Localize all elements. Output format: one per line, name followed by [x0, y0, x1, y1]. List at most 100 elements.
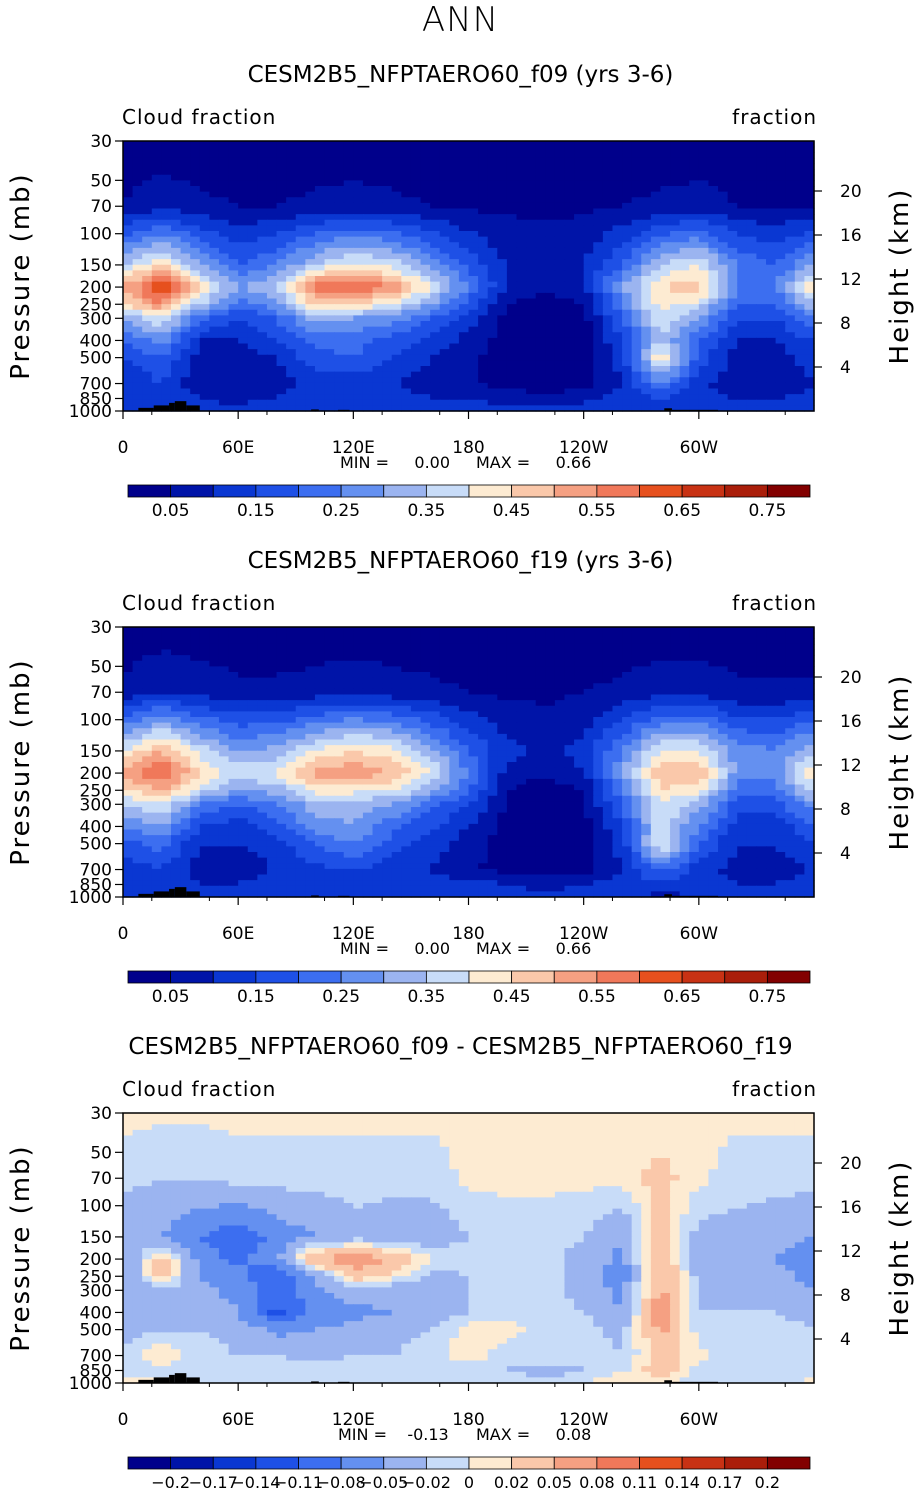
contour-cell: [602, 677, 614, 684]
contour-cell: [180, 253, 191, 260]
contour-cell: [391, 632, 402, 639]
contour-cell: [746, 146, 758, 153]
contour-cell: [756, 354, 767, 361]
contour-cell: [430, 354, 441, 361]
contour-cell: [785, 728, 796, 735]
contour-cell: [794, 264, 806, 271]
contour-cell: [276, 394, 287, 401]
contour-cell: [631, 225, 642, 232]
contour-cell: [238, 705, 249, 712]
contour-cell: [458, 236, 470, 243]
contour-cell: [593, 141, 604, 148]
contour-cell: [314, 672, 326, 679]
contour-cell: [180, 259, 191, 266]
contour-cell: [689, 197, 700, 204]
contour-cell: [266, 649, 278, 656]
contour-cell: [142, 632, 153, 639]
contour-cell: [295, 304, 306, 311]
contour-cell: [497, 292, 508, 300]
contour-cell: [583, 202, 594, 210]
x-tick-label: 60E: [222, 438, 254, 458]
pressure-tick-label: 150: [80, 256, 112, 276]
contour-cell: [746, 304, 758, 311]
contour-cell: [746, 231, 758, 238]
contour-cell: [209, 180, 220, 187]
contour-cell: [305, 332, 316, 339]
contour-cell: [142, 281, 153, 288]
contour-cell: [698, 292, 710, 300]
contour-cell: [612, 655, 623, 662]
contour-cell: [794, 722, 806, 729]
contour-cell: [794, 231, 806, 238]
contour-cell: [478, 332, 489, 339]
contour-cell: [641, 349, 652, 356]
contour-cell: [631, 638, 642, 645]
contour-cell: [487, 649, 498, 656]
contour-cell: [641, 405, 652, 412]
contour-cell: [727, 242, 738, 249]
contour-cell: [190, 309, 201, 316]
contour-cell: [430, 208, 441, 215]
contour-cell: [343, 700, 354, 707]
contour-cell: [257, 349, 268, 356]
contour-cell: [478, 202, 489, 210]
contour-cell: [468, 354, 479, 361]
contour-cell: [804, 236, 815, 243]
contour-cell: [545, 694, 556, 701]
contour-cell: [698, 146, 710, 153]
contour-cell: [545, 377, 556, 384]
contour-cell: [785, 677, 796, 684]
contour-cell: [238, 259, 249, 266]
contour-cell: [535, 700, 546, 707]
contour-cell: [689, 146, 700, 153]
contour-cell: [420, 264, 431, 271]
contour-cell: [305, 700, 316, 707]
contour-cell: [670, 643, 681, 651]
terrain-mask: [174, 401, 187, 411]
contour-cell: [756, 326, 767, 333]
contour-cell: [631, 694, 642, 701]
contour-cell: [142, 253, 153, 260]
contour-cell: [670, 337, 681, 345]
contour-cell: [545, 332, 556, 339]
contour-cell: [506, 309, 518, 316]
contour-cell: [708, 660, 719, 667]
contour-cell: [727, 349, 738, 356]
contour-cell: [420, 309, 431, 316]
contour-cell: [785, 326, 796, 333]
panel-2-units-label: fraction: [732, 591, 817, 615]
contour-cell: [439, 197, 450, 204]
contour-cell: [679, 382, 690, 390]
contour-cell: [737, 643, 748, 651]
contour-cell: [391, 638, 402, 645]
contour-cell: [564, 298, 575, 305]
contour-cell: [506, 242, 518, 249]
contour-cell: [708, 264, 719, 271]
contour-cell: [123, 728, 134, 735]
contour-cell: [785, 180, 796, 187]
contour-cell: [410, 281, 422, 288]
contour-cell: [689, 399, 700, 406]
contour-cell: [372, 366, 383, 373]
contour-cell: [353, 722, 364, 729]
contour-cell: [766, 309, 777, 316]
contour-cell: [775, 186, 786, 193]
contour-cell: [180, 157, 191, 165]
contour-cell: [756, 632, 767, 639]
contour-cell: [420, 242, 431, 249]
contour-cell: [583, 660, 594, 667]
contour-cell: [276, 700, 287, 707]
contour-cell: [228, 649, 239, 656]
contour-cell: [286, 326, 297, 333]
contour-cell: [401, 343, 412, 350]
contour-cell: [593, 683, 604, 690]
contour-cell: [766, 688, 777, 696]
contour-cell: [334, 733, 345, 741]
contour-cell: [238, 298, 249, 305]
contour-cell: [151, 332, 162, 339]
contour-cell: [506, 214, 518, 221]
contour-cell: [420, 705, 431, 712]
contour-cell: [266, 236, 278, 243]
contour-cell: [766, 231, 777, 238]
contour-cell: [746, 247, 758, 255]
